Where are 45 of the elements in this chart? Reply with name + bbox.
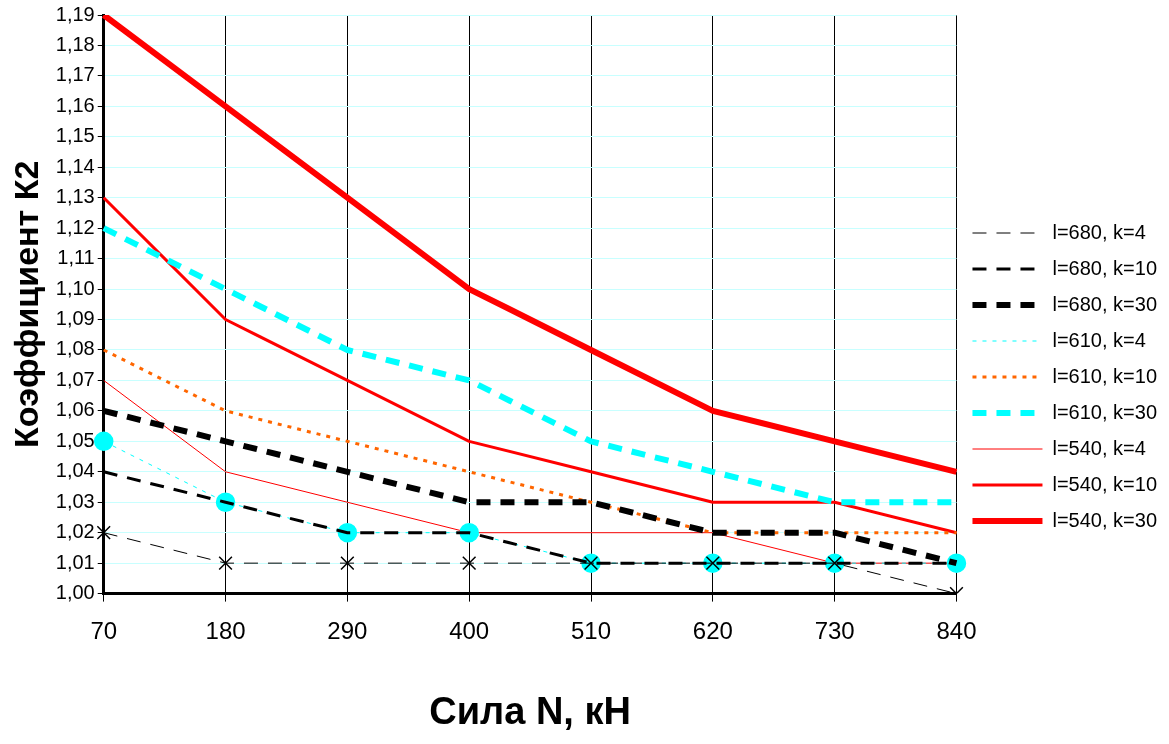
line-series (102, 348, 958, 535)
y-tick-label: 1,09 (55, 307, 95, 330)
x-tick-label: 400 (449, 616, 490, 644)
x-tick-label: 510 (570, 616, 612, 644)
y-tick-label: 1,19 (55, 2, 95, 25)
legend-label: l=680, k=4 (1052, 220, 1146, 243)
y-tick-label: 1,06 (55, 398, 95, 421)
y-tick-label: 1,07 (55, 367, 95, 390)
y-tick-label: 1,15 (55, 124, 95, 147)
y-tick-label: 1,02 (55, 520, 95, 543)
legend-label: l=540, k=30 (1052, 508, 1157, 531)
y-axis-title: Коэффициент К2 (6, 160, 45, 448)
x-tick-label: 180 (205, 616, 246, 644)
legend-label: l=610, k=10 (1052, 364, 1157, 387)
legend-label: l=680, k=30 (1052, 292, 1157, 315)
y-tick-label: 1,17 (55, 63, 95, 86)
y-tick-label: 1,00 (55, 581, 95, 604)
x-tick-label: 70 (90, 616, 118, 644)
y-tick-label: 1,18 (55, 32, 95, 55)
y-tick-label: 1,01 (55, 550, 95, 573)
x-axis-title: Сила N, кН (429, 689, 631, 732)
point (218, 556, 233, 571)
x-tick-label: 620 (692, 616, 733, 644)
legend-label: l=540, k=4 (1052, 436, 1146, 459)
point (96, 525, 111, 540)
point (462, 556, 477, 571)
y-tick-label: 1,04 (55, 459, 95, 482)
point (93, 431, 114, 452)
x-tick-label: 840 (936, 616, 977, 644)
point (340, 556, 355, 571)
legend-label: l=610, k=4 (1052, 328, 1146, 351)
y-tick-label: 1,14 (55, 154, 95, 177)
legend-label: l=610, k=30 (1052, 400, 1157, 423)
y-tick-label: 1,16 (55, 93, 95, 116)
y-tick-label: 1,10 (55, 276, 95, 299)
legend-label: l=540, k=10 (1052, 472, 1157, 495)
y-tick-label: 1,05 (55, 428, 95, 451)
y-tick-label: 1,08 (55, 337, 95, 360)
x-tick-label: 730 (814, 616, 855, 644)
y-tick-label: 1,13 (55, 185, 95, 208)
y-tick-label: 1,03 (55, 489, 95, 512)
y-tick-label: 1,11 (57, 246, 95, 269)
legend-label: l=680, k=10 (1052, 256, 1157, 279)
y-tick-label: 1,12 (55, 215, 95, 238)
x-tick-label: 290 (327, 616, 368, 644)
